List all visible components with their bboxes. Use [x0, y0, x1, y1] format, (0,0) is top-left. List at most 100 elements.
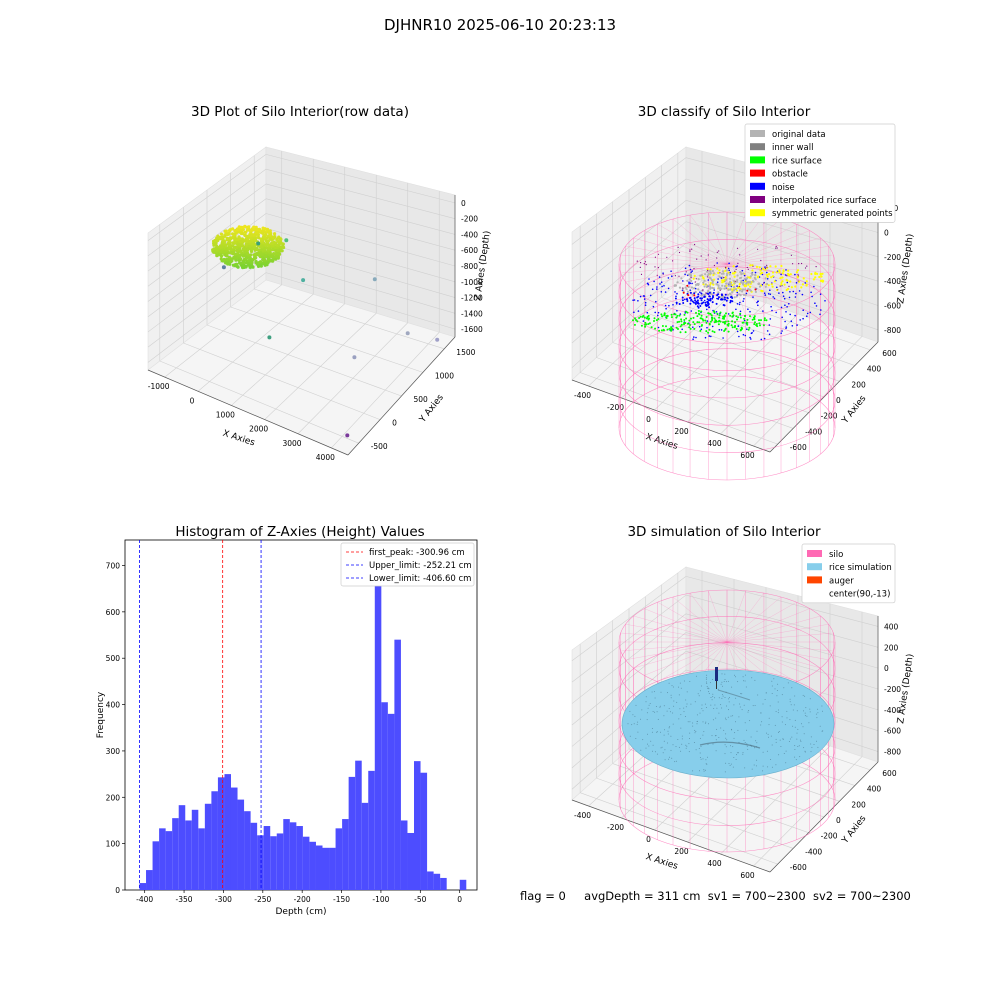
- p2-grid-z: [685, 221, 879, 282]
- noise-point: [735, 308, 737, 311]
- original-point: [720, 287, 723, 290]
- rice-simulation-point: [652, 744, 654, 746]
- rice-simulation-point: [756, 759, 758, 761]
- rice-surface-point: [635, 319, 637, 321]
- noise-point: [737, 325, 740, 327]
- original-point: [732, 279, 735, 282]
- rice-simulation-point: [802, 726, 804, 728]
- rice-surface-point: [719, 311, 722, 314]
- rice-simulation-point: [813, 744, 815, 745]
- p1-ytick: 1500: [456, 348, 475, 357]
- noise-core-point: [703, 296, 706, 298]
- interpolated-point: [643, 263, 645, 265]
- rice-simulation-point: [664, 729, 665, 731]
- noise-core-point: [726, 296, 729, 299]
- raw-point: [227, 256, 231, 260]
- rice-surface-point: [645, 317, 648, 320]
- raw-point: [246, 247, 250, 251]
- rice-simulation-point: [773, 678, 775, 680]
- interpolated-point: [801, 262, 803, 265]
- noise-point: [741, 269, 744, 272]
- p4-ztick: -600: [884, 727, 901, 736]
- original-point: [758, 285, 762, 288]
- symmetric-point: [747, 283, 750, 286]
- noise-point: [761, 273, 764, 276]
- rice-simulation-point: [724, 744, 726, 746]
- noise-point: [717, 278, 719, 280]
- rice-simulation-point: [668, 682, 670, 684]
- noise-core-point: [708, 291, 711, 294]
- symmetric-point: [773, 280, 777, 283]
- rice-surface-point: [717, 320, 720, 323]
- rice-surface-point: [722, 321, 725, 324]
- raw-point: [262, 258, 266, 262]
- rice-surface-point: [698, 321, 701, 324]
- symmetric-point: [783, 283, 786, 286]
- original-point: [709, 287, 712, 290]
- rice-simulation-point: [685, 706, 687, 708]
- raw-point: [271, 241, 275, 245]
- rice-simulation-point: [783, 687, 785, 689]
- raw-point: [240, 231, 245, 236]
- noise-point: [752, 296, 754, 298]
- original-point: [728, 273, 731, 276]
- p2-grid-z-left: [571, 221, 687, 319]
- raw-point: [256, 253, 260, 257]
- rice-simulation-point: [681, 735, 683, 737]
- rice-simulation-point: [743, 704, 745, 706]
- rice-simulation-point: [809, 698, 811, 700]
- rice-surface-point: [632, 319, 634, 322]
- rice-simulation-point: [708, 688, 710, 690]
- noise-point: [672, 325, 674, 327]
- noise-point: [659, 283, 661, 285]
- rice-simulation-point: [715, 717, 717, 719]
- p4-ytick: 200: [851, 800, 866, 809]
- noise-point: [727, 267, 730, 270]
- p1-ytick: 500: [414, 395, 429, 404]
- p1-xtick: 1000: [216, 410, 235, 419]
- rice-simulation-point: [735, 759, 737, 760]
- rice-simulation-point: [667, 733, 669, 735]
- rice-simulation-point: [632, 714, 634, 716]
- histogram-xlabel: Depth (cm): [275, 907, 326, 917]
- histogram-bar: [407, 832, 415, 890]
- p1-xtick: 2000: [249, 425, 268, 434]
- noise-point: [720, 329, 723, 331]
- rice-simulation-point: [817, 712, 819, 714]
- histogram-bar: [165, 831, 173, 890]
- noise-point: [766, 271, 768, 274]
- p4-silo-spoke: [625, 641, 728, 660]
- rice-simulation-point: [774, 688, 776, 690]
- noise-point: [713, 289, 715, 291]
- original-point: [727, 293, 730, 296]
- noise-point: [776, 286, 778, 289]
- p1-grid-z: [265, 198, 456, 251]
- rice-surface-point: [723, 317, 725, 320]
- interpolated-point: [700, 255, 702, 257]
- p4-silo-spoke: [672, 596, 728, 643]
- rice-surface-point: [732, 314, 735, 317]
- rice-simulation-point: [680, 687, 682, 689]
- interpolated-point: [792, 263, 794, 265]
- rice-simulation-point: [775, 711, 777, 712]
- raw-point: [238, 261, 242, 265]
- noise-point: [716, 262, 718, 264]
- original-point: [686, 279, 689, 282]
- noise-point: [739, 310, 742, 313]
- symmetric-point: [812, 278, 816, 281]
- rice-simulation-point: [713, 708, 715, 709]
- obstacle-point: [682, 291, 685, 294]
- rice-surface-point: [676, 321, 679, 324]
- rice-simulation-point: [683, 680, 685, 682]
- rice-surface-point: [643, 316, 646, 319]
- rice-simulation-point: [730, 745, 731, 747]
- p2-silo-spoke: [726, 237, 821, 265]
- original-point: [705, 285, 709, 289]
- symmetric-point: [781, 276, 784, 279]
- p2-legend-swatch: [750, 156, 765, 164]
- rice-simulation-point: [794, 756, 796, 758]
- interpolated-point: [682, 287, 684, 289]
- histogram-plot: -400 -350 -300 -250 -200 -150 -100 -50 001002003…: [96, 539, 478, 917]
- rice-simulation-point: [707, 687, 709, 689]
- rice-surface-point: [758, 319, 760, 322]
